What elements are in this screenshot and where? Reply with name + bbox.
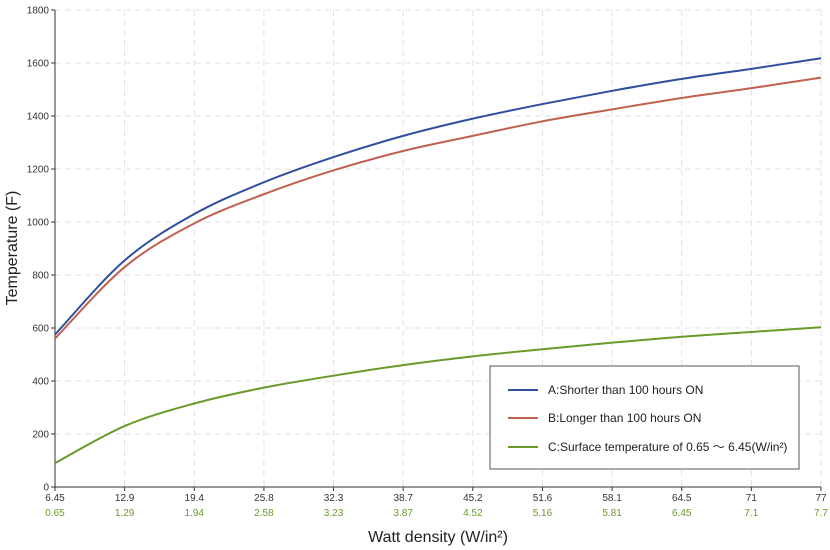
x-axis-title: Watt density (W/in²) <box>368 529 508 546</box>
x-tick-label: 19.4 <box>185 493 205 504</box>
x-tick-label: 38.7 <box>393 493 413 504</box>
x-tick-label-secondary: 5.16 <box>533 508 553 519</box>
x-tick-label: 25.8 <box>254 493 274 504</box>
legend-label-b: B:Longer than 100 hours ON <box>548 411 701 425</box>
x-tick-label: 51.6 <box>533 493 553 504</box>
legend-box <box>489 365 800 470</box>
series-lines <box>54 57 822 465</box>
x-tick-label-secondary: 7.1 <box>744 508 758 519</box>
y-tick-label: 200 <box>32 430 49 441</box>
x-tick-label: 45.2 <box>463 493 483 504</box>
x-tick-label-secondary: 2.58 <box>254 508 274 519</box>
y-tick-labels: 0 200 400 600 800 1000 1200 1400 1600 1800 <box>27 6 50 494</box>
x-tick-label: 6.45 <box>45 493 65 504</box>
axes <box>54 10 821 488</box>
x-tick-label-secondary: 5.81 <box>602 508 622 519</box>
x-tick-labels-primary: 6.45 12.9 19.4 25.8 32.3 38.7 45.2 51.6 58.1 64.5… <box>45 493 827 504</box>
x-tick-label: 71 <box>746 493 758 504</box>
legend-label-c: C:Surface temperature of 0.65 ～ 6.45(W/i… <box>548 440 787 454</box>
x-tick-label: 58.1 <box>602 493 622 504</box>
y-tick-label: 400 <box>32 377 49 388</box>
x-tick-label-secondary: 0.65 <box>45 508 65 519</box>
x-tick-labels-secondary: 0.65 1.29 1.94 2.58 3.23 3.87 4.52 5.16 5.81 6.45… <box>45 508 828 519</box>
y-axis-title: Temperature (F) <box>4 191 21 306</box>
x-tick-label-secondary: 1.29 <box>115 508 135 519</box>
x-tick-label-secondary: 1.94 <box>185 508 205 519</box>
y-tick-label: 1600 <box>27 59 50 70</box>
x-tick-label: 12.9 <box>115 493 135 504</box>
y-tick-label: 800 <box>32 271 49 282</box>
x-tick-label-secondary: 3.87 <box>393 508 413 519</box>
x-tick-label: 64.5 <box>672 493 692 504</box>
series-line-a <box>54 57 822 336</box>
series-line-c <box>54 326 822 465</box>
x-tick-label-secondary: 4.52 <box>463 508 483 519</box>
grid <box>51 9 822 491</box>
x-tick-label: 32.3 <box>324 493 344 504</box>
y-tick-label: 0 <box>43 483 49 494</box>
y-tick-label: 1400 <box>27 112 50 123</box>
y-tick-label: 600 <box>32 324 49 335</box>
x-tick-label-secondary: 6.45 <box>672 508 692 519</box>
legend: A:Shorter than 100 hours ON B:Longer tha… <box>489 365 800 470</box>
y-tick-label: 1800 <box>27 6 50 17</box>
x-tick-label-secondary: 3.23 <box>324 508 344 519</box>
legend-label-a: A:Shorter than 100 hours ON <box>548 383 703 397</box>
y-tick-label: 1000 <box>27 218 50 229</box>
series-line-b <box>54 76 822 340</box>
x-tick-label: 77 <box>815 493 827 504</box>
y-tick-label: 1200 <box>27 165 50 176</box>
x-tick-label-secondary: 7.7 <box>814 508 828 519</box>
